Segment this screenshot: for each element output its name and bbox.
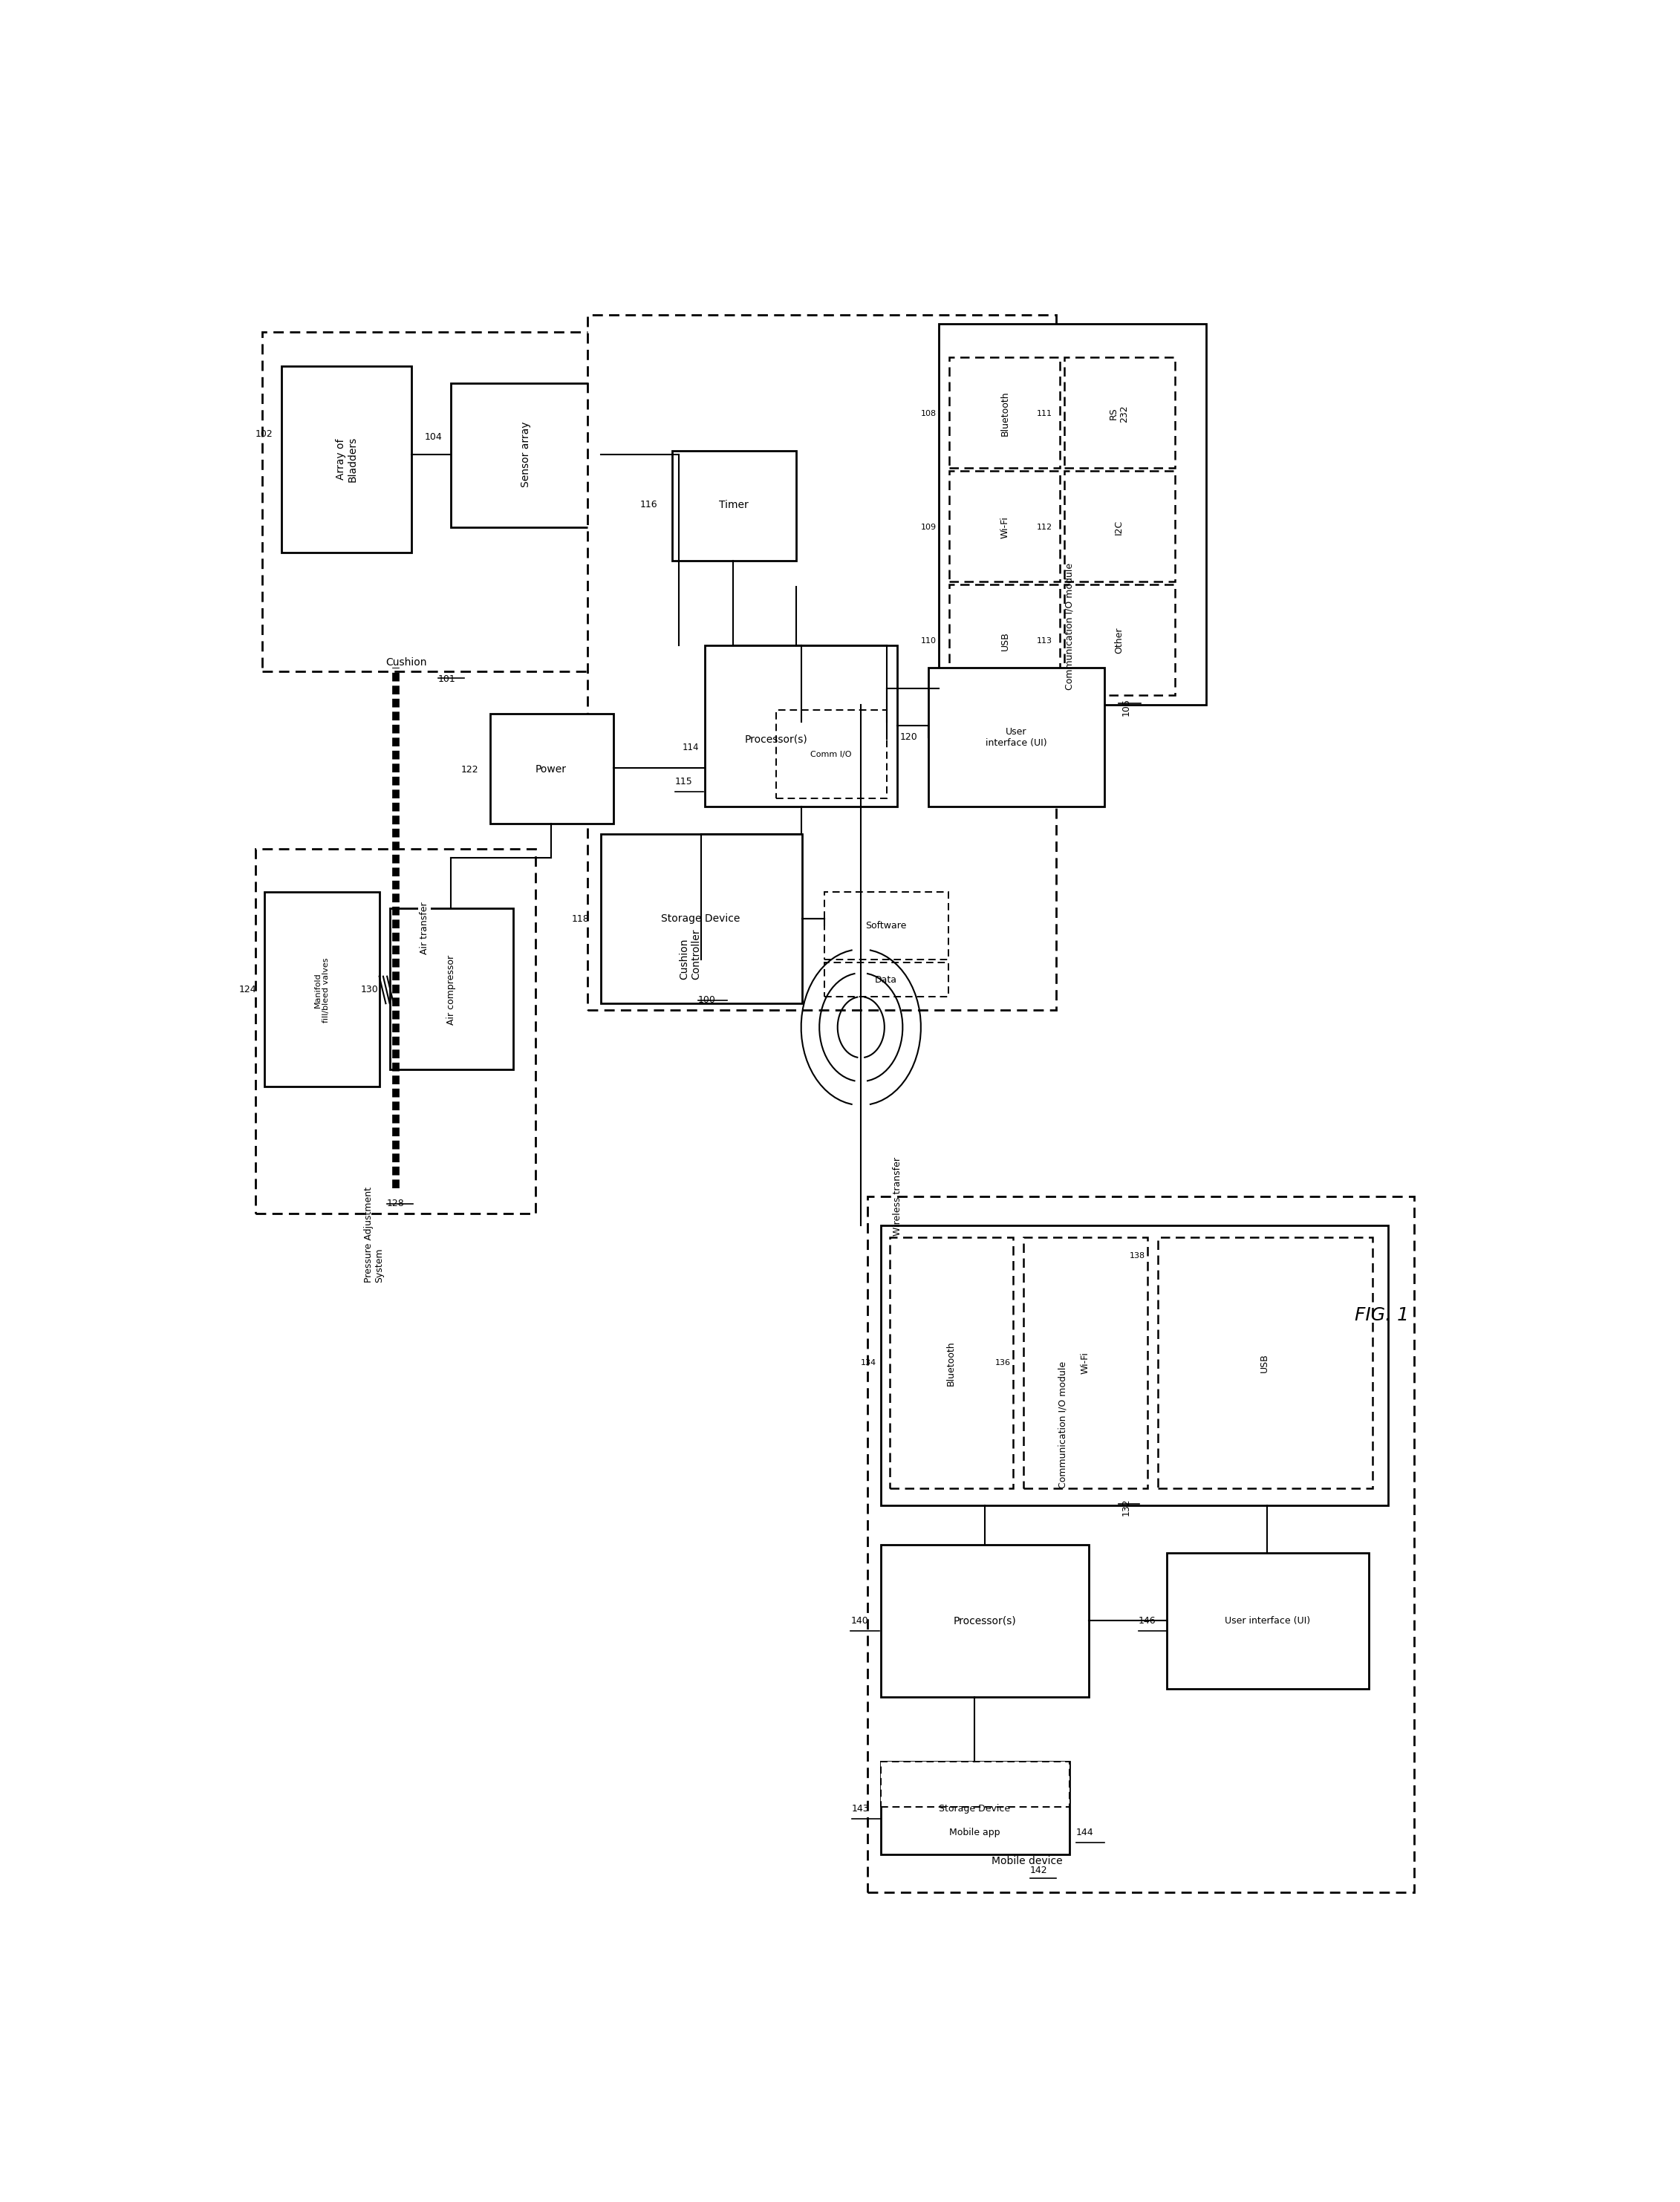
Bar: [880, 1762, 1068, 1854]
Bar: [262, 333, 640, 672]
Text: Air transfer: Air transfer: [420, 903, 430, 953]
Bar: [450, 383, 601, 526]
Text: 111: 111: [1037, 410, 1052, 416]
Text: 102: 102: [255, 429, 274, 438]
Bar: [825, 892, 948, 960]
Bar: [776, 711, 887, 799]
Text: Power: Power: [536, 764, 566, 775]
Text: 108: 108: [921, 410, 936, 416]
Bar: [880, 1762, 1068, 1808]
Text: 122: 122: [462, 764, 479, 775]
Text: Wireless transfer: Wireless transfer: [892, 1158, 902, 1235]
Bar: [1063, 586, 1174, 696]
Text: Bluetooth: Bluetooth: [1000, 392, 1010, 436]
Text: Data: Data: [875, 975, 897, 984]
Bar: [949, 586, 1060, 696]
Text: 109: 109: [921, 524, 936, 531]
Bar: [867, 1198, 1415, 1892]
Bar: [491, 713, 613, 824]
Text: 101: 101: [438, 674, 455, 685]
Text: 132: 132: [1122, 1500, 1131, 1517]
Text: Sensor array: Sensor array: [521, 421, 531, 487]
Text: 136: 136: [995, 1359, 1011, 1367]
Text: Bluetooth: Bluetooth: [946, 1341, 956, 1385]
Text: Cushion: Cushion: [386, 658, 427, 667]
Text: Wi-Fi: Wi-Fi: [1080, 1352, 1090, 1374]
Bar: [601, 835, 803, 1004]
Text: 140: 140: [850, 1616, 869, 1625]
Text: Mobile app: Mobile app: [949, 1828, 1000, 1836]
Text: 146: 146: [1139, 1616, 1156, 1625]
Text: 106: 106: [1122, 698, 1131, 716]
Bar: [1023, 1238, 1147, 1489]
Text: FIG. 1: FIG. 1: [1354, 1306, 1410, 1323]
Bar: [949, 471, 1060, 581]
Text: I2C: I2C: [1114, 520, 1124, 535]
Text: Software: Software: [865, 920, 906, 929]
Bar: [706, 645, 897, 806]
Text: Air compressor: Air compressor: [447, 956, 455, 1024]
Text: Timer: Timer: [719, 500, 748, 511]
Text: 144: 144: [1075, 1828, 1094, 1836]
Text: Other: Other: [1114, 628, 1124, 654]
Bar: [825, 962, 948, 998]
Bar: [890, 1238, 1013, 1489]
Bar: [672, 451, 796, 562]
Bar: [1063, 357, 1174, 467]
Bar: [1168, 1552, 1369, 1689]
Bar: [880, 1544, 1089, 1698]
Text: 118: 118: [571, 914, 590, 923]
Text: 120: 120: [900, 733, 917, 742]
Text: Processor(s): Processor(s): [744, 733, 808, 744]
Text: Processor(s): Processor(s): [953, 1616, 1016, 1625]
Text: 116: 116: [640, 500, 657, 511]
Bar: [1063, 471, 1174, 581]
Text: User interface (UI): User interface (UI): [1225, 1616, 1310, 1625]
Text: 104: 104: [425, 432, 442, 443]
Text: 100: 100: [699, 995, 716, 1004]
Text: Array of
Bladders: Array of Bladders: [336, 436, 358, 482]
Bar: [949, 357, 1060, 467]
Text: 112: 112: [1037, 524, 1052, 531]
Text: RS
232: RS 232: [1109, 405, 1129, 423]
Text: Storage Device: Storage Device: [662, 914, 741, 925]
Text: 128: 128: [386, 1198, 405, 1209]
Text: Storage Device: Storage Device: [939, 1803, 1010, 1814]
Text: USB: USB: [1260, 1354, 1270, 1372]
Text: Mobile device: Mobile device: [991, 1856, 1062, 1867]
Bar: [255, 850, 536, 1213]
Text: 134: 134: [862, 1359, 877, 1367]
Text: 130: 130: [361, 984, 378, 995]
Bar: [588, 315, 1057, 1011]
Text: 113: 113: [1037, 636, 1052, 645]
Text: USB: USB: [1000, 632, 1010, 650]
Text: Wi-Fi: Wi-Fi: [1000, 515, 1010, 537]
Text: User
interface (UI): User interface (UI): [984, 727, 1047, 749]
Text: 142: 142: [1030, 1865, 1048, 1876]
Bar: [282, 366, 412, 553]
Text: 143: 143: [852, 1803, 870, 1814]
Bar: [929, 667, 1104, 806]
Text: 114: 114: [682, 742, 699, 753]
Bar: [390, 909, 514, 1070]
Text: Communication I/O module: Communication I/O module: [1058, 1361, 1067, 1489]
Text: Pressure Adjustment
System: Pressure Adjustment System: [363, 1187, 385, 1282]
Text: Manifold
fill/bleed valves: Manifold fill/bleed valves: [314, 958, 329, 1022]
Bar: [265, 892, 380, 1086]
Bar: [1158, 1238, 1373, 1489]
Bar: [939, 324, 1206, 705]
Text: 124: 124: [239, 984, 255, 995]
Text: 110: 110: [921, 636, 936, 645]
Text: Cushion
Controller: Cushion Controller: [679, 929, 701, 980]
Text: Communication I/O module: Communication I/O module: [1065, 564, 1074, 689]
Text: 138: 138: [1129, 1253, 1144, 1260]
Bar: [880, 1227, 1388, 1506]
Text: Comm I/O: Comm I/O: [810, 751, 852, 757]
Text: 115: 115: [675, 777, 692, 786]
